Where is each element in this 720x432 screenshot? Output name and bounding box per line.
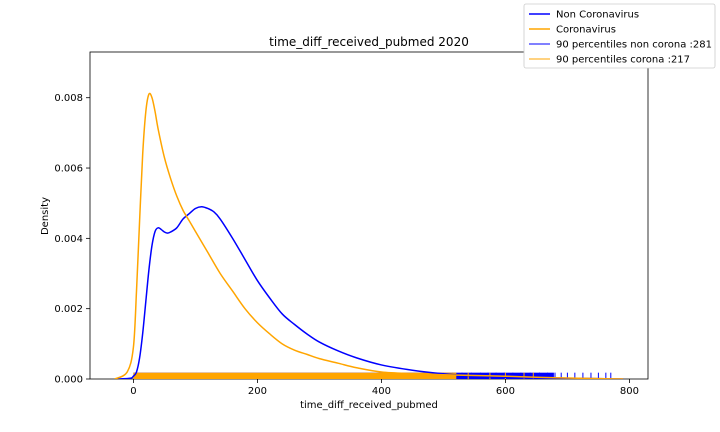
x-tick-label: 200 xyxy=(248,386,267,397)
y-axis: 0.000 0.002 0.004 0.006 0.008 xyxy=(54,93,90,386)
x-axis: 0 200 400 600 800 xyxy=(130,379,639,397)
legend-label-non-coronavirus: Non Coronavirus xyxy=(556,10,639,21)
plot-area xyxy=(89,51,649,380)
x-tick-label: 400 xyxy=(372,386,391,397)
density-curves xyxy=(114,92,624,379)
y-tick-label: 0.002 xyxy=(54,304,83,315)
x-tick-label: 600 xyxy=(496,386,515,397)
legend: Non Coronavirus Coronavirus 90 percentil… xyxy=(523,3,716,69)
y-tick-label: 0.006 xyxy=(54,164,83,175)
x-tick-label: 0 xyxy=(130,386,136,397)
chart-title: time_diff_received_pubmed 2020 xyxy=(269,35,469,49)
legend-label-coronavirus: Coronavirus xyxy=(556,25,616,36)
rug-band-coronavirus xyxy=(133,372,456,379)
legend-box xyxy=(523,3,716,69)
legend-label-percentile-corona: 90 percentiles corona :217 xyxy=(556,55,690,66)
y-tick-label: 0.000 xyxy=(54,375,83,386)
legend-label-percentile-non-corona: 90 percentiles non corona :281 xyxy=(556,40,712,51)
y-axis-label: Density xyxy=(40,197,51,235)
x-axis-label: time_diff_received_pubmed xyxy=(300,400,438,411)
density-line-coronavirus xyxy=(114,92,624,379)
x-tick-label: 800 xyxy=(620,386,639,397)
density-line-non-coronavirus xyxy=(117,205,624,379)
y-tick-label: 0.004 xyxy=(54,234,83,245)
y-tick-label: 0.008 xyxy=(54,93,83,104)
